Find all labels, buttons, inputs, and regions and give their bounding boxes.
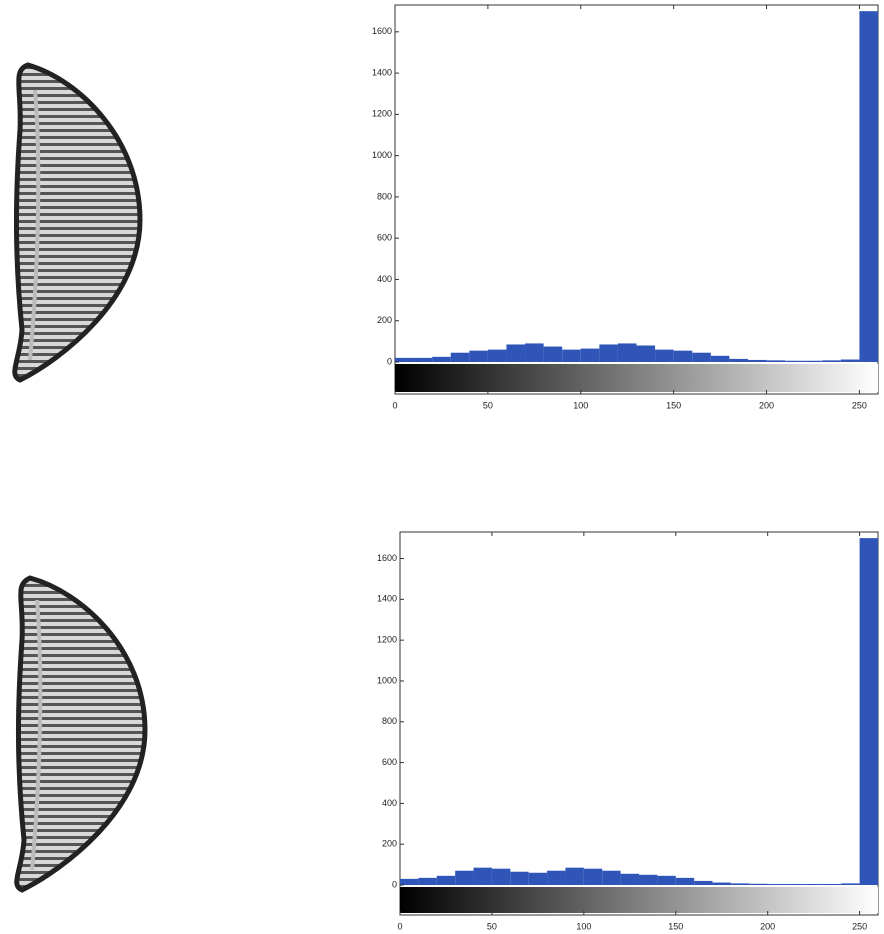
y-tick-label: 1400 bbox=[377, 594, 397, 604]
x-tick-label: 0 bbox=[397, 921, 402, 931]
bar bbox=[803, 360, 823, 362]
x-tick-label: 100 bbox=[576, 921, 591, 931]
bar bbox=[617, 343, 637, 362]
bar bbox=[639, 874, 658, 885]
x-tick-label: 50 bbox=[487, 921, 497, 931]
bar bbox=[400, 878, 419, 885]
y-tick-label: 800 bbox=[382, 716, 397, 726]
bar bbox=[747, 359, 767, 362]
bar bbox=[692, 352, 711, 362]
bar bbox=[565, 867, 584, 885]
bar bbox=[859, 11, 878, 362]
y-tick-label: 400 bbox=[377, 274, 392, 284]
bar bbox=[528, 872, 548, 885]
bar bbox=[822, 360, 841, 362]
y-tick-label: 1200 bbox=[372, 109, 392, 119]
bar bbox=[673, 350, 693, 362]
bar bbox=[602, 870, 621, 885]
x-tick-label: 0 bbox=[392, 400, 397, 410]
bar bbox=[547, 870, 566, 885]
bar bbox=[487, 349, 507, 362]
bar bbox=[840, 359, 860, 362]
y-tick-label: 600 bbox=[382, 757, 397, 767]
bar bbox=[473, 867, 492, 885]
colorbar bbox=[395, 364, 878, 392]
bar bbox=[510, 871, 529, 885]
y-tick-label: 1600 bbox=[377, 553, 397, 563]
x-tick-label: 250 bbox=[852, 921, 867, 931]
y-tick-label: 800 bbox=[377, 191, 392, 201]
bar bbox=[562, 349, 581, 362]
bar bbox=[694, 880, 713, 885]
plot-area bbox=[394, 4, 879, 395]
bar bbox=[804, 883, 823, 885]
bar bbox=[767, 883, 787, 885]
bar bbox=[636, 345, 656, 362]
y-tick-label: 400 bbox=[382, 798, 397, 808]
y-tick-label: 1000 bbox=[377, 675, 397, 685]
bar bbox=[675, 877, 695, 885]
bar bbox=[506, 344, 526, 362]
bar bbox=[822, 883, 842, 885]
bar bbox=[749, 883, 768, 885]
bar bbox=[432, 356, 451, 362]
y-tick-label: 1600 bbox=[372, 26, 392, 36]
bar bbox=[657, 875, 676, 885]
y-tick-label: 1400 bbox=[372, 67, 392, 77]
bar bbox=[786, 883, 805, 885]
diatom-top bbox=[12, 62, 143, 383]
x-tick-label: 100 bbox=[573, 400, 588, 410]
y-tick-label: 200 bbox=[382, 839, 397, 849]
y-tick-label: 1200 bbox=[377, 635, 397, 645]
x-tick-label: 50 bbox=[483, 400, 493, 410]
plot-area bbox=[399, 531, 879, 916]
bar bbox=[450, 352, 470, 362]
bar bbox=[730, 883, 750, 885]
bar bbox=[580, 348, 600, 362]
x-tick-label: 250 bbox=[852, 400, 867, 410]
bar bbox=[525, 343, 544, 362]
bar bbox=[395, 357, 414, 362]
bar bbox=[491, 868, 511, 885]
bar bbox=[583, 868, 603, 885]
bar bbox=[859, 538, 878, 885]
bar bbox=[436, 875, 456, 885]
bar bbox=[766, 360, 786, 362]
y-tick-label: 0 bbox=[392, 879, 397, 889]
x-tick-label: 150 bbox=[666, 400, 681, 410]
y-tick-label: 600 bbox=[377, 233, 392, 243]
bar bbox=[455, 870, 474, 885]
bar bbox=[413, 357, 433, 362]
bar bbox=[841, 883, 860, 885]
bar bbox=[599, 344, 618, 362]
y-tick-label: 200 bbox=[377, 315, 392, 325]
bar bbox=[655, 349, 674, 362]
diatom-bottom bbox=[14, 575, 148, 893]
x-tick-label: 150 bbox=[668, 921, 683, 931]
y-tick-label: 0 bbox=[387, 356, 392, 366]
y-tick-label: 1000 bbox=[372, 150, 392, 160]
bar bbox=[418, 877, 437, 885]
bar bbox=[712, 882, 731, 885]
bar bbox=[785, 360, 804, 362]
bar bbox=[729, 358, 748, 362]
x-tick-label: 200 bbox=[760, 921, 775, 931]
bar bbox=[620, 873, 639, 885]
bar bbox=[543, 346, 563, 362]
x-tick-label: 200 bbox=[759, 400, 774, 410]
bar bbox=[710, 355, 730, 362]
bar bbox=[469, 350, 488, 362]
colorbar bbox=[400, 887, 878, 913]
